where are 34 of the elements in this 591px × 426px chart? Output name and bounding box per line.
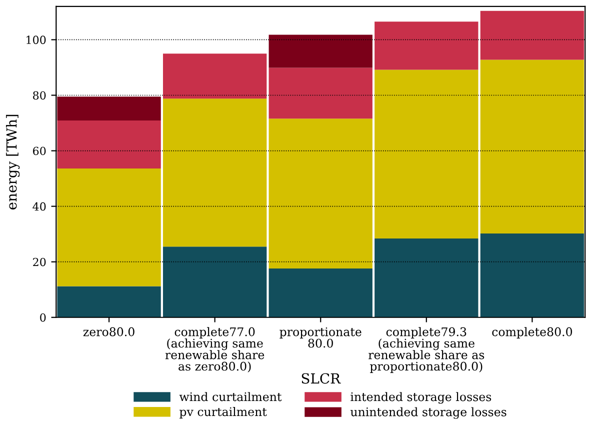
y-tick-label: 100	[26, 36, 46, 44]
y-tick-label: 0	[40, 313, 46, 322]
bar	[480, 234, 584, 318]
x-tick-label: proportionate 80.0	[280, 327, 362, 348]
legend-label: pv curtailment	[180, 407, 267, 418]
bar	[162, 246, 267, 318]
bar	[374, 22, 478, 70]
bar	[480, 10, 584, 60]
bar	[374, 70, 478, 239]
bar	[162, 98, 267, 247]
legend-label: unintended storage losses	[350, 407, 506, 419]
bar	[268, 118, 372, 268]
x-tick-label: complete79.3 (achieving same renewable share as proportionate80.0)	[368, 327, 484, 373]
y-tick-label: 40	[32, 202, 46, 211]
x-tick-label: complete77.0 (achieving same renewable share as zero80.0)	[165, 327, 264, 372]
x-tick-label: zero80.0	[83, 327, 134, 336]
bar	[57, 120, 161, 169]
bar	[374, 238, 478, 318]
y-axis-title: energy [TWh]	[6, 114, 20, 210]
bar	[268, 68, 372, 119]
bar	[480, 60, 584, 234]
y-tick-label: 80	[33, 91, 46, 100]
bar	[162, 54, 267, 99]
bar	[268, 34, 372, 68]
bar	[57, 168, 161, 286]
y-tick-label: 20	[33, 258, 46, 266]
legend-label: wind curtailment	[179, 392, 282, 402]
bar	[57, 96, 161, 121]
y-tick-label: 60	[33, 146, 46, 156]
bar	[57, 286, 161, 318]
x-tick-label: complete80.0	[492, 327, 572, 339]
x-axis-title: SLCR	[302, 373, 341, 384]
bar	[268, 268, 372, 318]
legend-label: intended storage losses	[350, 392, 492, 404]
